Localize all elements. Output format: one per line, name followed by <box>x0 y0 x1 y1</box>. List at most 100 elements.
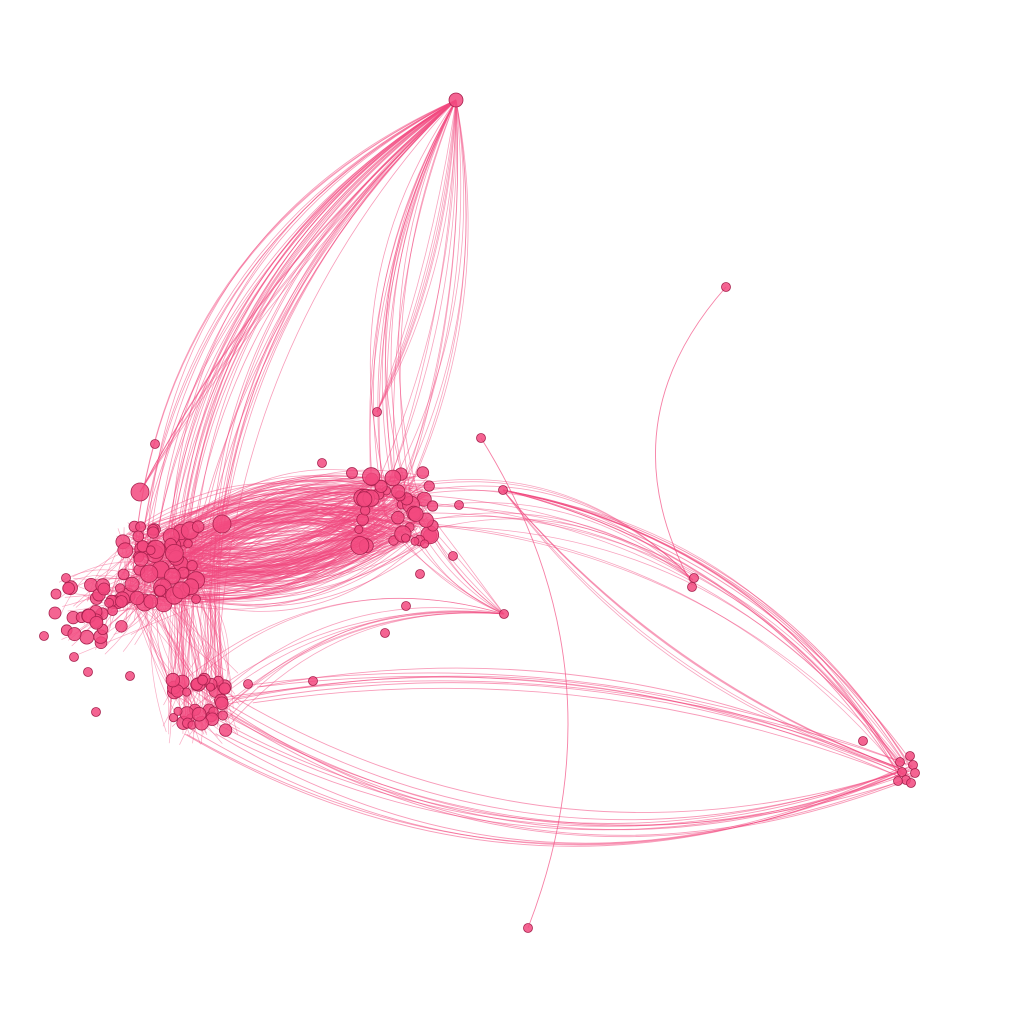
graph-node <box>117 542 134 559</box>
graph-node <box>384 469 402 487</box>
graph-edge <box>373 99 457 492</box>
graph-edge <box>172 609 239 674</box>
graph-node <box>906 778 916 788</box>
graph-node <box>721 282 731 292</box>
graph-node <box>79 629 95 645</box>
graph-node <box>217 710 228 721</box>
graph-edge <box>407 481 694 581</box>
graph-edge <box>123 595 195 681</box>
graph-node <box>168 712 179 723</box>
graph-edge <box>227 676 898 777</box>
graph-edge <box>502 489 906 771</box>
graph-node <box>129 590 145 606</box>
graph-edge <box>185 527 366 600</box>
graph-node <box>117 568 130 581</box>
graph-edge <box>167 507 414 594</box>
graph-edge <box>217 99 457 708</box>
graph-node <box>67 627 82 642</box>
graph-edge <box>177 679 912 827</box>
graph-edge <box>219 725 913 827</box>
graph-edge <box>140 99 457 547</box>
graph-node <box>165 672 181 688</box>
graph-node <box>499 609 509 619</box>
graph-edge <box>142 99 457 536</box>
graph-edge <box>502 489 900 777</box>
graph-edge <box>502 489 912 768</box>
graph-edge <box>374 494 505 615</box>
graph-node <box>448 92 464 108</box>
graph-edge <box>217 99 457 728</box>
graph-edge <box>399 99 457 508</box>
graph-node <box>908 760 918 770</box>
graph-edge <box>122 596 172 744</box>
graph-edge <box>398 99 467 494</box>
graph-edge <box>187 99 457 547</box>
graph-edge <box>162 608 191 727</box>
graph-edge <box>168 533 425 605</box>
graph-node <box>140 564 159 583</box>
graph-node <box>423 480 435 492</box>
graph-node <box>372 407 382 417</box>
graph-node <box>164 567 181 585</box>
graph-node <box>145 545 156 555</box>
graph-node <box>317 458 327 468</box>
graph-edge <box>502 489 902 775</box>
graph-node <box>83 667 93 677</box>
graph-edge <box>390 99 462 510</box>
graph-node <box>130 482 150 502</box>
graph-edge <box>159 603 172 715</box>
graph-edge <box>502 489 906 771</box>
graph-node <box>408 506 424 522</box>
graph-node <box>91 707 101 717</box>
graph-node <box>350 536 370 555</box>
graph-node <box>897 767 907 777</box>
graph-edge <box>373 99 457 515</box>
graph-node <box>426 500 439 512</box>
graph-node <box>104 597 114 608</box>
graph-edge <box>206 99 457 686</box>
graph-node <box>910 768 920 778</box>
graph-edge <box>396 99 459 516</box>
graph-edge <box>184 733 913 847</box>
graph-node <box>391 484 406 499</box>
graph-edge <box>391 99 465 486</box>
graph-edge <box>202 697 909 838</box>
graph-node <box>893 776 903 786</box>
graph-edge <box>157 99 457 542</box>
graph-edge <box>399 512 694 581</box>
graph-edge <box>376 99 457 413</box>
graph-edge <box>198 675 913 813</box>
graph-node <box>476 433 486 443</box>
graph-node <box>132 530 145 543</box>
graph-edge <box>502 489 906 778</box>
graph-edge <box>393 99 457 522</box>
graph-node <box>400 533 411 543</box>
graph-edge <box>376 99 457 413</box>
graph-node <box>498 485 508 495</box>
graph-edge <box>139 99 457 493</box>
graph-node <box>212 514 232 534</box>
graph-edge <box>139 99 457 493</box>
graph-edge <box>224 610 505 723</box>
graph-edge <box>377 99 458 507</box>
graph-node <box>150 439 160 449</box>
graph-edge <box>502 489 907 766</box>
graph-edge <box>170 692 908 824</box>
graph-edge <box>139 489 373 553</box>
graph-edge <box>204 612 505 730</box>
graph-node <box>135 521 147 533</box>
graph-edge <box>397 99 459 505</box>
graph-node <box>191 594 201 604</box>
graph-edge <box>139 477 371 585</box>
graph-edge <box>173 598 505 700</box>
graph-edge <box>202 607 505 711</box>
graph-node <box>97 582 111 596</box>
graph-edge <box>502 489 906 771</box>
graph-node <box>687 582 697 592</box>
graph-node <box>183 538 193 549</box>
graph-edge <box>187 499 408 575</box>
graph-node <box>243 679 253 689</box>
graph-edge <box>238 675 911 779</box>
graph-node <box>523 923 533 933</box>
